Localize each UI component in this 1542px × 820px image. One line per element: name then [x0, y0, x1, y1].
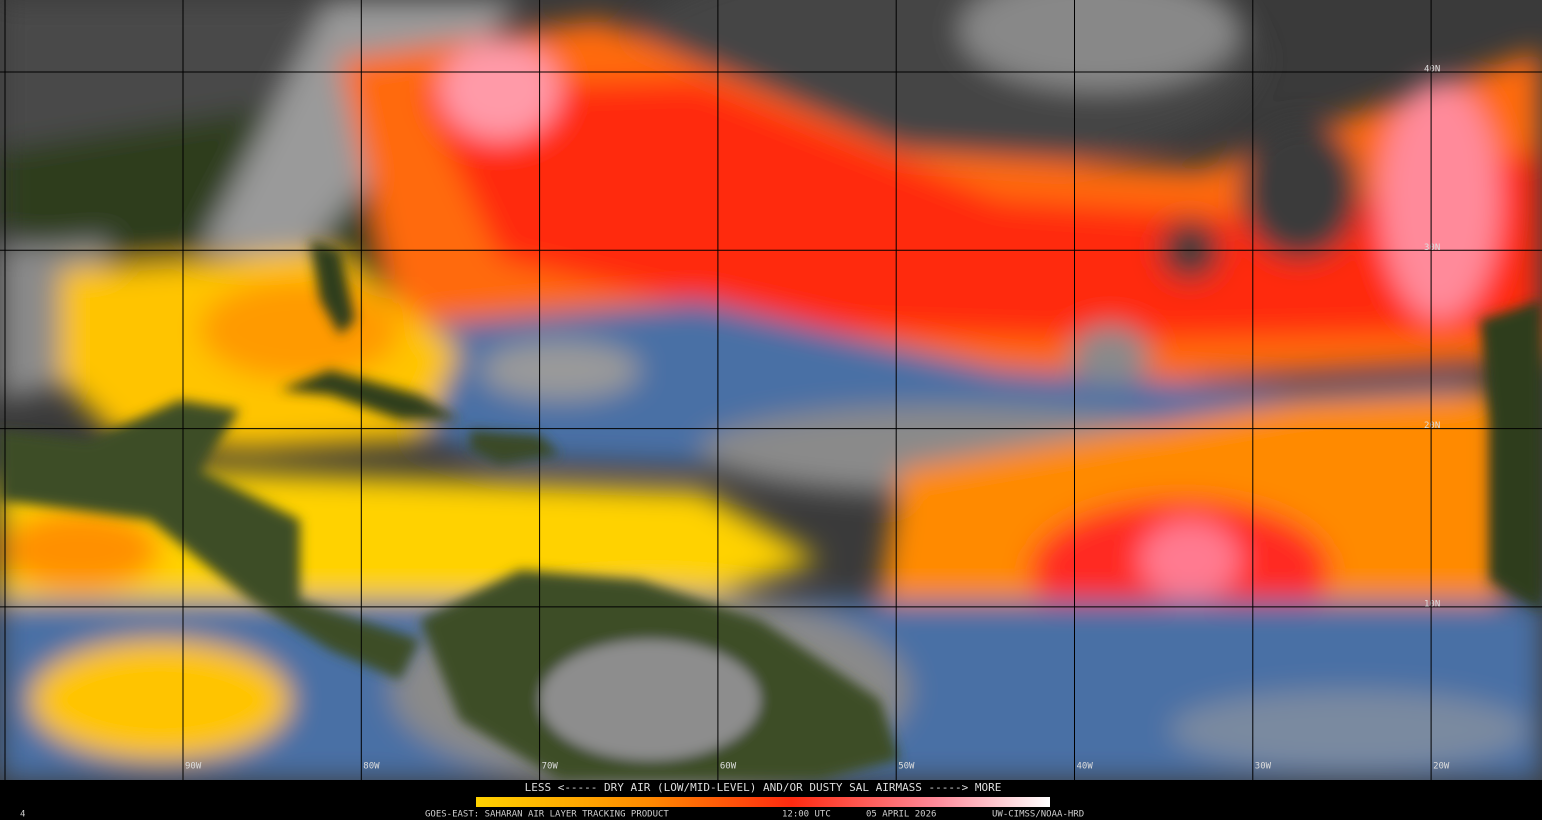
- imagery: 40N 30N 20N 10N 90W 80W 70W 60W 50W 40W 30W 20W: [0, 0, 1542, 780]
- longitude-label: 50W: [898, 762, 915, 772]
- longitude-label: 80W: [363, 762, 380, 772]
- latitude-label: 30N: [1424, 243, 1440, 253]
- cloud-and-land: [0, 0, 1542, 780]
- legend-caption: LESS <----- DRY AIR (LOW/MID-LEVEL) AND/…: [525, 781, 1002, 794]
- credit: UW-CIMSS/NOAA-HRD: [992, 810, 1084, 820]
- latitude-label: 20N: [1424, 421, 1440, 431]
- date: 05 APRIL 2026: [866, 810, 936, 820]
- longitude-label: 60W: [720, 762, 737, 772]
- color-scale: [476, 797, 1050, 807]
- latitude-label: 10N: [1424, 599, 1440, 609]
- longitude-label: 90W: [185, 762, 202, 772]
- corner-label: 4: [20, 810, 25, 820]
- longitude-label: 20W: [1433, 762, 1450, 772]
- latitude-label: 40N: [1424, 65, 1440, 75]
- longitude-label: 30W: [1255, 762, 1272, 772]
- time: 12:00 UTC: [782, 810, 831, 820]
- longitude-label: 40W: [1077, 762, 1094, 772]
- longitude-label: 70W: [542, 762, 559, 772]
- product-name: GOES-EAST: SAHARAN AIR LAYER TRACKING PR…: [425, 810, 669, 820]
- graticule: 40N 30N 20N 10N 90W 80W 70W 60W 50W 40W 30W 20W: [0, 0, 1542, 780]
